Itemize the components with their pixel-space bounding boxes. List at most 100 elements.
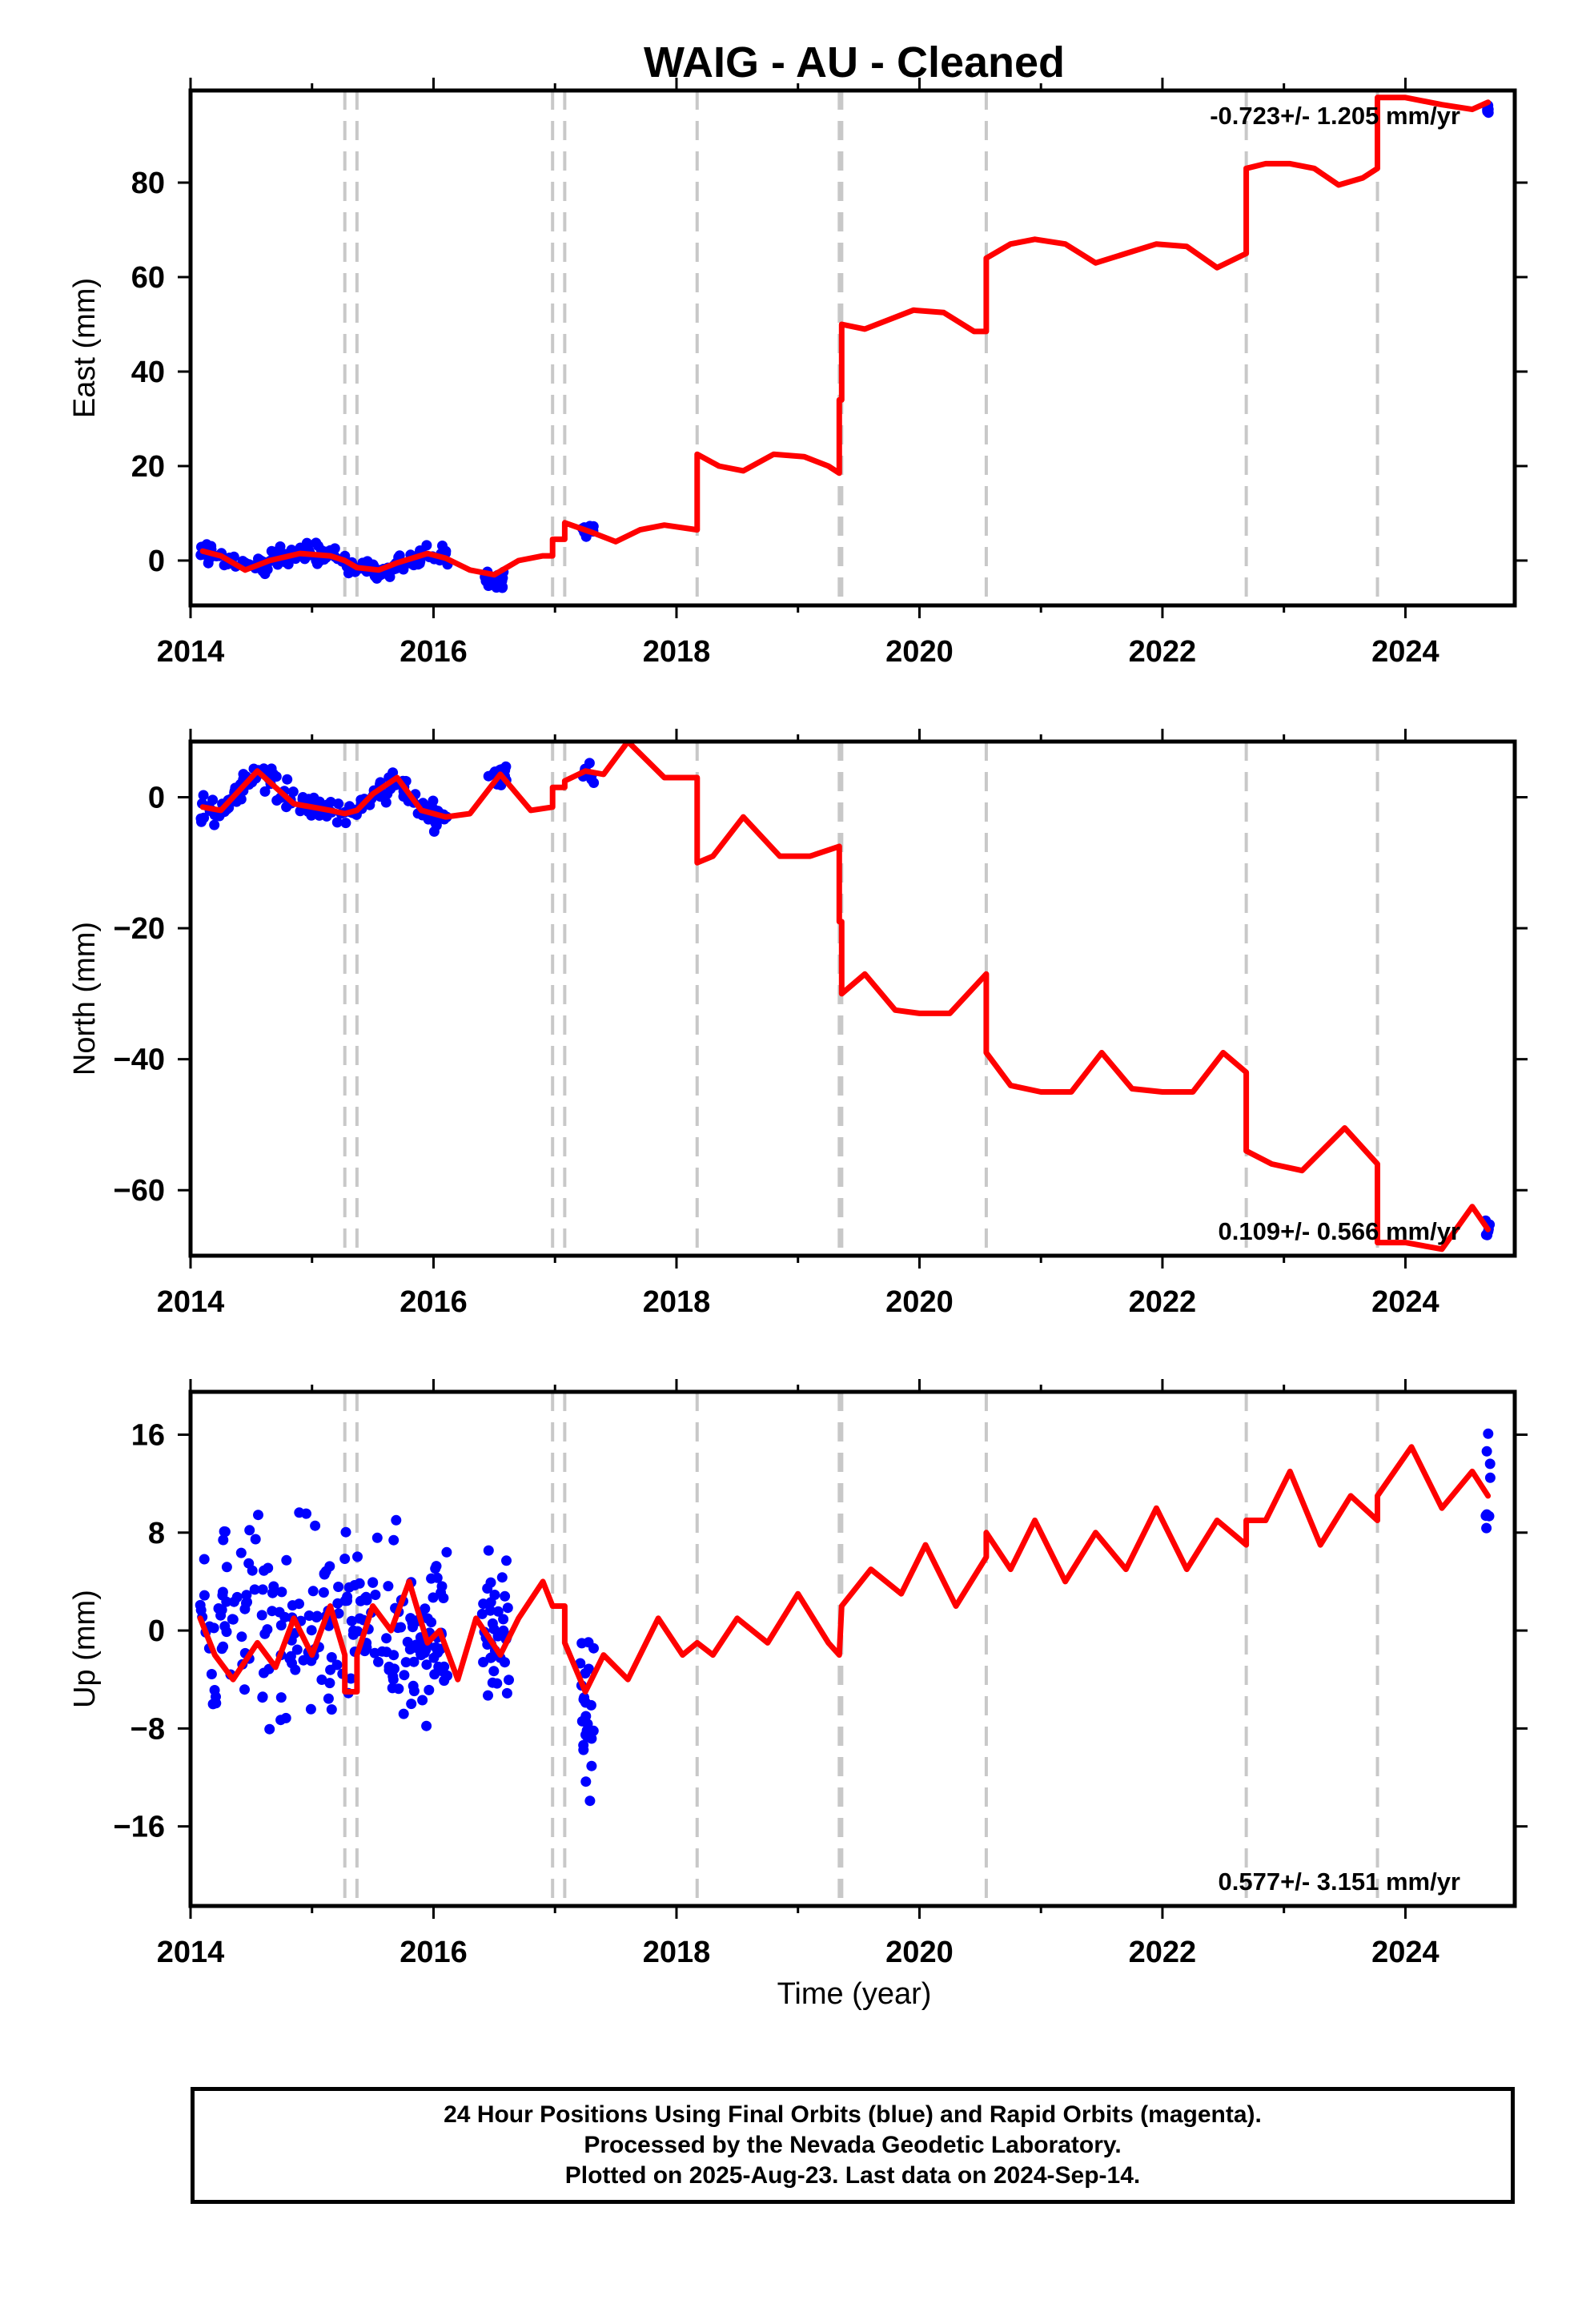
up-data-point-170 bbox=[218, 1641, 229, 1652]
up-data-point-256 bbox=[501, 1555, 512, 1566]
up-x-tick-label: 2020 bbox=[885, 1936, 954, 1969]
up-y-tick-label: −8 bbox=[130, 1712, 165, 1746]
up-data-point-284 bbox=[578, 1739, 589, 1751]
east-rate-label: -0.723+/- 1.205 mm/yr bbox=[1210, 102, 1460, 130]
up-data-point-290 bbox=[585, 1699, 596, 1711]
up-data-point-73 bbox=[420, 1603, 431, 1614]
north-data-point-153 bbox=[268, 769, 279, 780]
up-data-point-30 bbox=[275, 1620, 287, 1630]
up-axes-frame bbox=[188, 1389, 1517, 1908]
north-data-point-62 bbox=[295, 806, 306, 817]
up-data-point-269 bbox=[478, 1598, 489, 1610]
up-data-point-301 bbox=[1484, 1472, 1496, 1483]
up-data-point-78 bbox=[399, 1670, 410, 1681]
x-axis-label: Time (year) bbox=[777, 1977, 932, 2011]
up-data-point-47 bbox=[400, 1657, 412, 1668]
up-data-point-9 bbox=[371, 1532, 383, 1543]
up-plot-area bbox=[195, 1392, 1496, 1906]
up-x-tick-label: 2018 bbox=[643, 1936, 711, 1969]
up-data-point-54 bbox=[305, 1703, 316, 1715]
up-data-point-85 bbox=[249, 1584, 260, 1595]
north-data-point-127 bbox=[431, 820, 442, 831]
up-data-point-188 bbox=[324, 1678, 335, 1689]
up-data-point-114 bbox=[408, 1680, 419, 1691]
up-data-point-300 bbox=[1484, 1458, 1496, 1470]
up-data-point-216 bbox=[339, 1595, 351, 1606]
north-x-tick-label: 2016 bbox=[400, 1285, 468, 1319]
up-data-point-192 bbox=[354, 1613, 365, 1624]
up-data-point-14 bbox=[326, 1704, 337, 1715]
up-data-point-196 bbox=[381, 1633, 392, 1644]
north-y-tick-label: 0 bbox=[148, 782, 165, 815]
up-data-point-173 bbox=[221, 1562, 232, 1573]
up-data-point-153 bbox=[231, 1591, 243, 1602]
up-data-point-148 bbox=[244, 1525, 255, 1536]
up-data-point-263 bbox=[500, 1590, 511, 1602]
north-x-tick-label: 2020 bbox=[885, 1285, 954, 1319]
up-data-point-213 bbox=[442, 1670, 453, 1681]
north-plot-area bbox=[195, 742, 1496, 1256]
up-x-tick-label: 2024 bbox=[1371, 1936, 1439, 1969]
up-data-point-203 bbox=[405, 1613, 416, 1624]
east-y-axis-label: East (mm) bbox=[68, 278, 102, 418]
up-data-point-248 bbox=[504, 1675, 514, 1686]
up-data-point-201 bbox=[359, 1646, 371, 1657]
north-data-point-112 bbox=[238, 769, 249, 780]
up-data-point-217 bbox=[243, 1558, 255, 1569]
up-data-point-220 bbox=[268, 1581, 279, 1592]
up-data-point-207 bbox=[406, 1699, 417, 1710]
north-data-point-57 bbox=[287, 786, 299, 798]
up-data-point-249 bbox=[488, 1623, 500, 1634]
north-y-tick-label: −40 bbox=[114, 1043, 165, 1077]
up-data-point-145 bbox=[199, 1590, 210, 1601]
up-data-point-294 bbox=[1483, 1428, 1494, 1439]
north-data-point-180 bbox=[495, 764, 505, 775]
up-data-point-194 bbox=[396, 1622, 407, 1633]
up-x-tick-label: 2014 bbox=[157, 1936, 225, 1969]
panel-north: 2014 2016 2018 2020 2022 2024 0 −20 −40 −60 North … bbox=[68, 729, 1528, 1319]
up-data-point-260 bbox=[492, 1678, 503, 1689]
up-data-point-81 bbox=[435, 1662, 446, 1673]
east-x-tick-label: 2018 bbox=[643, 635, 711, 669]
up-y-tick-label: 0 bbox=[148, 1614, 165, 1648]
up-data-point-205 bbox=[402, 1636, 413, 1647]
north-data-point-26 bbox=[209, 819, 220, 830]
up-data-point-195 bbox=[383, 1581, 394, 1592]
up-data-point-113 bbox=[319, 1568, 330, 1579]
up-data-point-152 bbox=[324, 1561, 335, 1572]
east-plot-area bbox=[195, 90, 1494, 605]
up-data-point-211 bbox=[209, 1685, 220, 1695]
north-model-line bbox=[199, 742, 1492, 1252]
up-data-point-19 bbox=[441, 1546, 452, 1558]
up-data-point-268 bbox=[498, 1625, 509, 1636]
up-data-point-155 bbox=[206, 1669, 217, 1679]
east-data-point-203 bbox=[1482, 106, 1493, 117]
up-data-point-222 bbox=[257, 1584, 268, 1595]
up-data-point-105 bbox=[349, 1580, 360, 1590]
up-data-point-167 bbox=[257, 1691, 268, 1703]
up-data-point-161 bbox=[316, 1675, 327, 1685]
east-model-line bbox=[199, 94, 1492, 578]
up-data-point-243 bbox=[488, 1666, 500, 1677]
up-data-point-27 bbox=[287, 1600, 298, 1611]
up-data-point-125 bbox=[306, 1625, 317, 1636]
footer-box: 24 Hour Positions Using Final Orbits (bl… bbox=[191, 2087, 1515, 2204]
north-data-point-81 bbox=[259, 786, 271, 797]
up-data-point-62 bbox=[262, 1624, 273, 1635]
up-data-point-264 bbox=[502, 1602, 513, 1614]
north-y-axis-label: North (mm) bbox=[68, 922, 102, 1076]
east-data-point-154 bbox=[361, 556, 372, 567]
up-data-point-160 bbox=[279, 1611, 291, 1622]
up-data-point-193 bbox=[436, 1587, 447, 1598]
up-data-point-91 bbox=[291, 1644, 303, 1655]
up-data-point-218 bbox=[241, 1598, 251, 1609]
up-data-point-115 bbox=[276, 1586, 287, 1598]
up-data-point-90 bbox=[339, 1554, 351, 1564]
up-data-point-206 bbox=[306, 1655, 317, 1667]
up-data-point-84 bbox=[345, 1673, 356, 1684]
up-data-point-137 bbox=[422, 1613, 433, 1624]
east-x-tick-label: 2020 bbox=[885, 635, 954, 669]
east-y-tick-label: 0 bbox=[148, 545, 165, 578]
up-data-point-45 bbox=[323, 1693, 334, 1704]
